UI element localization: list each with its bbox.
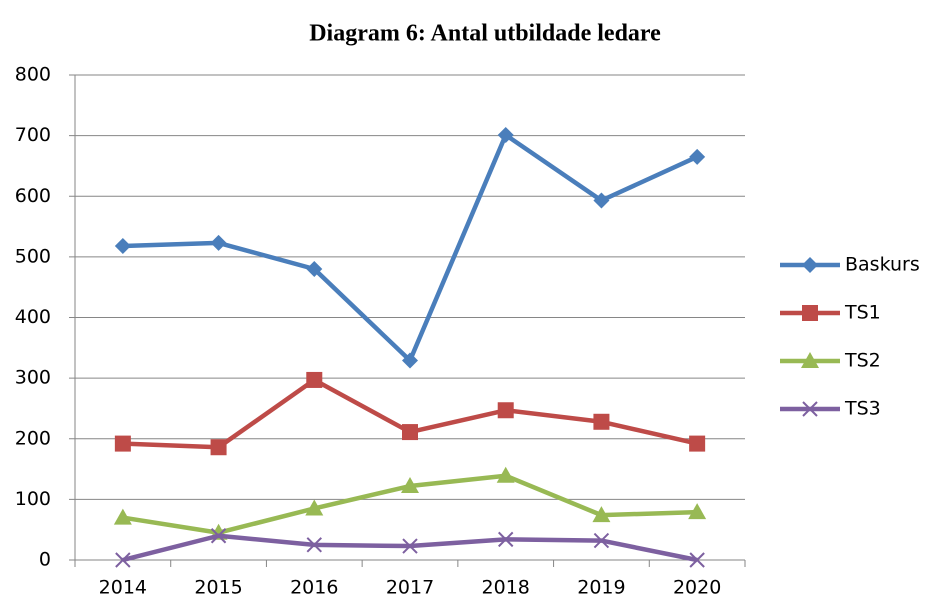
marker [593, 532, 610, 549]
marker [593, 413, 610, 430]
marker [402, 424, 418, 441]
marker [210, 439, 227, 456]
x-tick-label: 2018 [482, 577, 530, 599]
marker [497, 127, 514, 144]
y-tick-label: 0 [39, 549, 51, 571]
marker [306, 537, 322, 553]
marker [402, 538, 418, 554]
marker [689, 552, 705, 568]
marker [593, 192, 610, 209]
chart-title: Diagram 6: Antal utbildade ledare [309, 21, 661, 47]
legend-label: Baskurs [845, 254, 920, 276]
marker [401, 477, 419, 494]
x-tick-label: 2020 [673, 577, 721, 599]
marker [689, 148, 706, 165]
series-line [122, 132, 699, 363]
y-tick-label: 100 [15, 488, 51, 510]
marker [402, 352, 418, 369]
y-tick-label: 600 [15, 185, 51, 207]
marker [114, 435, 131, 452]
marker [305, 499, 324, 516]
marker [210, 234, 227, 251]
marker [496, 466, 515, 483]
marker [689, 435, 706, 452]
marker [115, 552, 131, 568]
y-tick-label: 300 [15, 367, 51, 389]
y-tick-label: 700 [15, 124, 51, 146]
y-tick-label: 400 [15, 306, 51, 328]
marker [592, 506, 611, 523]
marker [306, 371, 323, 388]
marker [802, 305, 818, 321]
x-tick-label: 2016 [290, 577, 338, 599]
legend-label: TS1 [844, 302, 881, 324]
marker [801, 352, 819, 368]
legend-label: TS3 [844, 398, 881, 420]
marker [497, 402, 514, 419]
legend-label: TS2 [844, 350, 881, 372]
marker [114, 237, 131, 254]
x-tick-label: 2015 [194, 577, 242, 599]
marker [802, 401, 818, 417]
marker [306, 261, 323, 277]
marker [498, 531, 514, 548]
x-tick-label: 2014 [99, 577, 147, 599]
marker [210, 528, 227, 544]
marker [688, 503, 707, 520]
x-tick-label: 2017 [386, 577, 434, 599]
marker [802, 257, 818, 273]
y-tick-label: 500 [15, 245, 51, 267]
series-line [122, 533, 698, 563]
y-tick-label: 800 [15, 64, 51, 86]
marker [113, 508, 132, 525]
y-tick-label: 200 [15, 427, 51, 449]
x-tick-label: 2019 [577, 577, 625, 599]
